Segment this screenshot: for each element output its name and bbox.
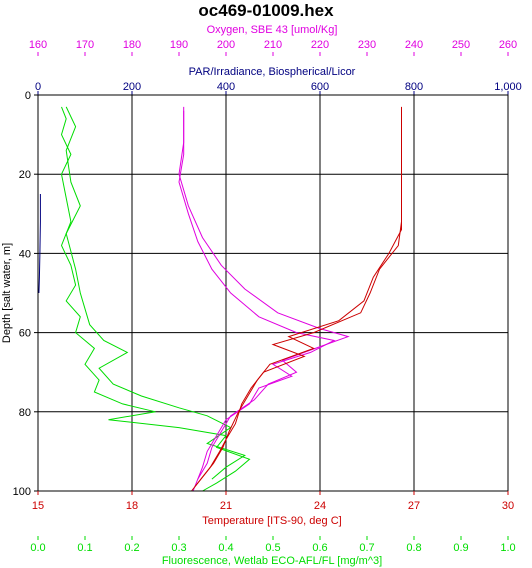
temperature-tick-label: 24: [314, 500, 326, 512]
temperature-profile-line: [194, 110, 402, 488]
par-tick-label: 400: [217, 81, 235, 93]
par-tick-label: 0: [35, 81, 41, 93]
oxygen-tick-label: 260: [499, 39, 517, 51]
temperature-tick-labels: 15 18 21 24 27 30: [32, 491, 514, 512]
fluorescence-tick-label: 0.9: [453, 542, 468, 554]
fluorescence-tick-label: 0.3: [171, 542, 186, 554]
fluorescence-tick-label: 0.7: [359, 542, 374, 554]
oxygen-tick-label: 180: [123, 39, 141, 51]
fluorescence-tick-label: 0.0: [30, 542, 45, 554]
oxygen-tick-label: 170: [76, 39, 94, 51]
fluorescence-profile-line: [60, 106, 251, 492]
fluorescence-tick-label: 0.1: [77, 542, 92, 554]
fluorescence-tick-label: 0.5: [265, 542, 280, 554]
oxygen-tick-label: 240: [405, 39, 423, 51]
data-series: [38, 106, 402, 492]
depth-tick-label: 40: [19, 248, 31, 260]
par-tick-label: 600: [311, 81, 329, 93]
temperature-axis-label: Temperature [ITS-90, deg C]: [202, 515, 341, 527]
oxygen-tick-label: 190: [170, 39, 188, 51]
depth-tick-label: 60: [19, 328, 31, 340]
depth-tick-label: 80: [19, 407, 31, 419]
temperature-tick-label: 30: [502, 500, 514, 512]
fluorescence-axis-label: Fluorescence, Wetlab ECO-AFL/FL [mg/m^3]: [162, 555, 382, 567]
par-profile-line: [38, 194, 41, 294]
par-axis-label: PAR/Irradiance, Biospherical/Licor: [189, 66, 356, 78]
fluorescence-tick-labels: 0.0 0.1 0.2 0.3 0.4 0.5 0.6 0.7 0.8 0.9 1.0: [30, 536, 516, 554]
grid-lines: [38, 95, 508, 491]
depth-axis-label: Depth [salt water, m]: [1, 243, 13, 343]
fluorescence-tick-label: 0.2: [124, 542, 139, 554]
depth-tick-label: 20: [19, 169, 31, 181]
oxygen-profile-line: [178, 106, 336, 492]
par-tick-label: 800: [405, 81, 423, 93]
oxygen-tick-label: 250: [452, 39, 470, 51]
par-tick-labels: 0 200 400 600 800 1,000: [35, 81, 522, 95]
oxygen-profile-line: [178, 110, 350, 480]
oxygen-tick-labels: 160 170 180 190 200 210 220 230 240 250 260: [29, 39, 517, 56]
oxygen-tick-label: 210: [264, 39, 282, 51]
oxygen-tick-label: 160: [29, 39, 47, 51]
oxygen-tick-label: 220: [311, 39, 329, 51]
depth-tick-label: 100: [13, 486, 31, 498]
oxygen-axis-label: Oxygen, SBE 43 [umol/Kg]: [207, 24, 338, 36]
fluorescence-profile-line: [65, 106, 246, 480]
depth-tick-labels: 0 20 40 60 80 100: [13, 90, 38, 498]
temperature-tick-label: 21: [220, 500, 232, 512]
par-tick-label: 200: [123, 81, 141, 93]
temperature-tick-label: 27: [408, 500, 420, 512]
par-tick-label: 1,000: [494, 81, 522, 93]
oxygen-tick-label: 230: [358, 39, 376, 51]
fluorescence-tick-label: 0.8: [406, 542, 421, 554]
temperature-tick-label: 18: [126, 500, 138, 512]
temperature-tick-label: 15: [32, 500, 44, 512]
chart-title: oc469-01009.hex: [198, 1, 334, 20]
fluorescence-tick-label: 0.6: [312, 542, 327, 554]
fluorescence-tick-label: 1.0: [500, 542, 515, 554]
depth-tick-label: 0: [25, 90, 31, 102]
plot-frame: [37, 94, 509, 492]
oxygen-tick-label: 200: [217, 39, 235, 51]
fluorescence-tick-label: 0.4: [218, 542, 233, 554]
